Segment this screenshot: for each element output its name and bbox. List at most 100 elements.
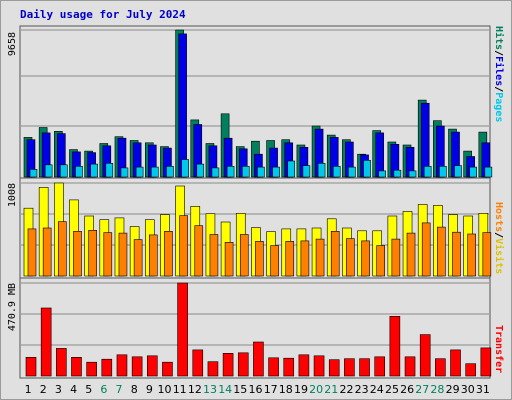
- bar-hosts: [452, 231, 461, 277]
- chart-title: Daily usage for July 2024: [20, 8, 186, 21]
- bar-pages: [287, 160, 296, 178]
- day-label: 31: [476, 383, 490, 396]
- bar-pages: [44, 164, 53, 178]
- day-label: 24: [370, 383, 384, 396]
- bar-transfer: [40, 307, 52, 377]
- bar-pages: [393, 169, 402, 178]
- legend-hits: Hits: [493, 26, 505, 50]
- bar-transfer: [328, 359, 340, 377]
- bar-transfer: [480, 347, 492, 377]
- day-label: 28: [430, 383, 444, 396]
- day-label: 17: [264, 383, 278, 396]
- bar-pages: [90, 163, 98, 178]
- bar-transfer: [374, 356, 386, 377]
- bar-hosts: [224, 242, 234, 277]
- bar-transfer: [359, 358, 370, 377]
- bar-pages: [150, 166, 159, 178]
- bar-transfer: [389, 315, 401, 377]
- bar-hosts: [406, 232, 416, 277]
- bar-hosts: [27, 228, 37, 277]
- legend-files: Files: [493, 56, 505, 86]
- bar-pages: [332, 166, 341, 178]
- bar-hosts: [179, 215, 188, 277]
- bar-transfer: [56, 348, 67, 377]
- day-label: 8: [131, 383, 138, 396]
- day-label: 13: [203, 383, 217, 396]
- day-label: 30: [461, 383, 475, 396]
- bar-transfer: [162, 361, 173, 377]
- bar-hosts: [437, 226, 446, 277]
- day-label: 18: [279, 383, 293, 396]
- day-label: 27: [415, 383, 429, 396]
- bar-transfer: [101, 358, 113, 377]
- bar-pages: [439, 166, 447, 178]
- bars: [23, 29, 493, 377]
- y-max-label-transfer: 470.9 MB: [7, 283, 18, 331]
- day-label: 9: [146, 383, 153, 396]
- bar-pages: [484, 166, 493, 178]
- day-label: 26: [400, 383, 414, 396]
- bar-transfer: [435, 358, 446, 377]
- day-label: 3: [55, 383, 62, 396]
- bar-pages: [166, 166, 174, 178]
- bar-transfer: [419, 334, 431, 377]
- day-label: 6: [100, 383, 107, 396]
- y-max-label-visits: 1008: [7, 183, 18, 207]
- bar-hosts: [255, 241, 264, 277]
- bar-transfer: [222, 352, 234, 377]
- day-label: 21: [324, 383, 338, 396]
- bar-pages: [454, 165, 462, 178]
- bar-pages: [302, 165, 311, 178]
- bar-hosts: [421, 222, 431, 277]
- bar-pages: [135, 166, 144, 178]
- day-labels: 1 2 3 4 5 6 7 8 9 10 11 12 13 14 15 16 17 18 19 20 21 22 23 24 2…: [25, 383, 490, 396]
- day-label: 14: [218, 383, 232, 396]
- day-label: 12: [188, 383, 202, 396]
- bar-transfer: [344, 358, 355, 377]
- legend-sep-3: /: [493, 232, 504, 238]
- bar-hosts: [346, 238, 355, 277]
- bar-transfer: [116, 354, 128, 377]
- legend-transfer-label: Transfer: [493, 325, 504, 373]
- day-label: 1: [25, 383, 32, 396]
- day-label: 16: [249, 383, 263, 396]
- bar-hosts: [270, 245, 279, 277]
- legend-hosts: Hosts: [493, 202, 504, 232]
- legend-visits: Visits: [493, 238, 505, 274]
- bar-pages: [120, 167, 129, 178]
- bar-transfer: [207, 361, 219, 377]
- day-label: 2: [40, 383, 47, 396]
- bar-pages: [105, 163, 114, 178]
- day-label: 11: [173, 383, 187, 396]
- day-label: 5: [85, 383, 92, 396]
- bar-transfer: [465, 363, 476, 377]
- bar-hosts: [118, 232, 128, 277]
- legend-sep-2: /: [493, 86, 504, 92]
- bar-hosts: [164, 231, 173, 277]
- bar-hosts: [209, 234, 219, 277]
- bar-pages: [363, 160, 371, 178]
- bar-hosts: [300, 240, 310, 277]
- bar-hosts: [42, 227, 52, 277]
- bar-pages: [241, 166, 250, 178]
- day-label: 15: [233, 383, 247, 396]
- bar-pages: [181, 159, 189, 178]
- bar-hosts: [361, 240, 370, 277]
- bar-pages: [469, 166, 477, 178]
- bar-hosts: [330, 231, 340, 277]
- bar-pages: [272, 166, 280, 178]
- bar-pages: [257, 166, 265, 178]
- bar-hosts: [88, 230, 97, 277]
- bar-files: [420, 102, 430, 178]
- day-label: 19: [294, 383, 308, 396]
- day-label: 20: [309, 383, 323, 396]
- bar-transfer: [450, 349, 461, 377]
- bar-pages: [408, 170, 417, 178]
- legend-hits-files-pages: Hits/Files/Pages: [493, 26, 505, 122]
- bar-transfer: [177, 282, 188, 377]
- bar-hosts: [391, 238, 401, 277]
- bar-hosts: [315, 238, 325, 277]
- bar-hosts: [482, 232, 492, 277]
- bar-transfer: [313, 355, 325, 377]
